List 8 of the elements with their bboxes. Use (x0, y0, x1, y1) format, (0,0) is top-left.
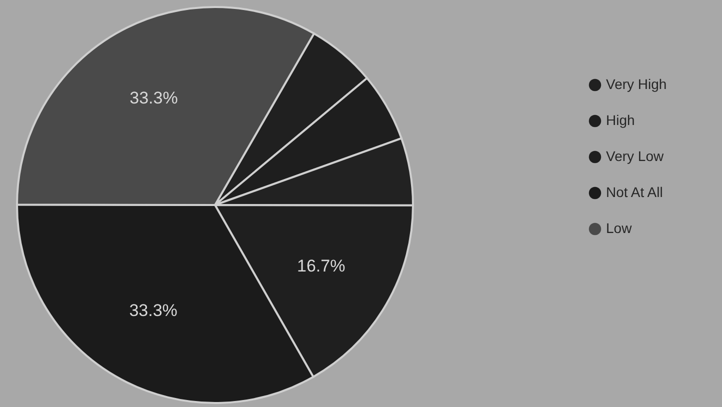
legend-label: Very Low (606, 148, 664, 164)
legend-label: Low (606, 220, 633, 236)
data-label: 33.3% (130, 88, 178, 108)
data-label: 33.3% (129, 301, 178, 320)
legend-label: Very High (606, 76, 667, 92)
data-label: 16.7% (297, 256, 346, 276)
legend-label: Not At All (606, 184, 663, 200)
legend-label: High (606, 112, 635, 128)
